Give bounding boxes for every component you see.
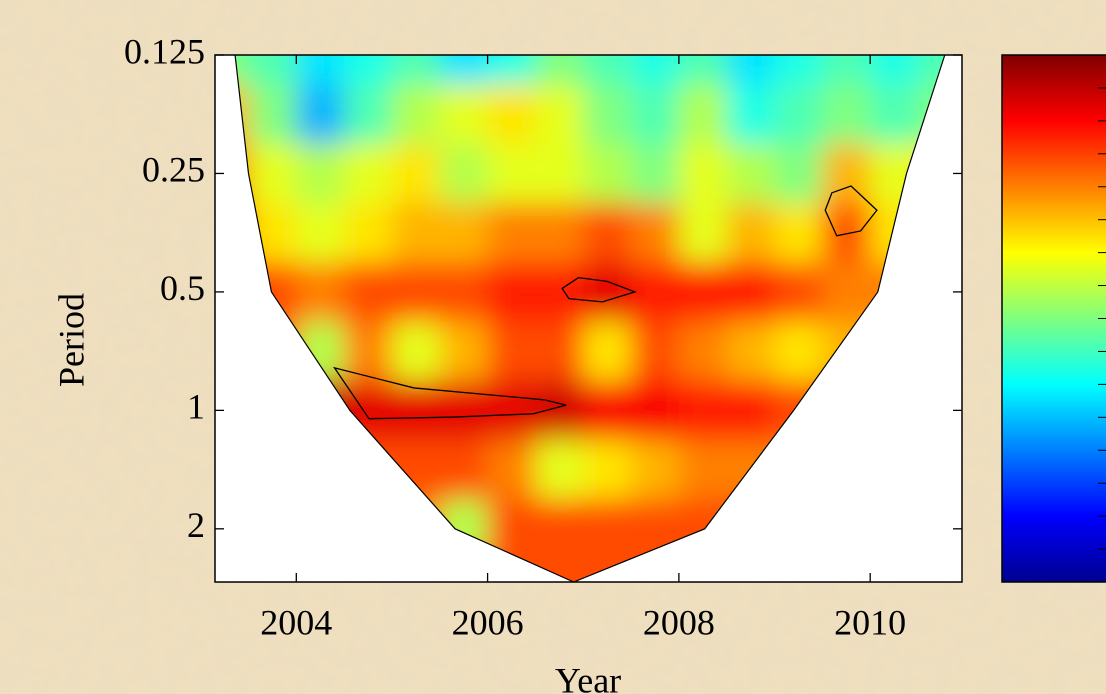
heat-cell	[296, 203, 345, 263]
y-axis-label: Period	[51, 293, 91, 387]
heat-cell	[392, 144, 441, 204]
heat-cell	[727, 262, 776, 322]
heat-cell	[775, 144, 824, 204]
x-tick-label: 2010	[834, 602, 906, 642]
heat-cell	[775, 322, 824, 382]
heat-cell	[344, 262, 393, 322]
heat-cell	[440, 262, 489, 322]
heat-cell	[679, 322, 728, 382]
heat-cell	[775, 203, 824, 263]
heat-cell	[488, 144, 537, 204]
heat-cell	[727, 381, 776, 441]
heat-cell	[440, 322, 489, 382]
heat-cell	[583, 144, 632, 204]
heat-cell	[296, 144, 345, 204]
heat-cell	[488, 381, 537, 441]
y-tick-label: 0.125	[124, 31, 205, 71]
heat-cell	[583, 203, 632, 263]
heat-cell	[440, 144, 489, 204]
y-tick-label: 1	[187, 387, 205, 427]
heat-cell	[296, 262, 345, 322]
heat-cell	[535, 85, 584, 145]
heat-cell	[631, 322, 680, 382]
heat-cell	[440, 440, 489, 500]
heat-cell	[583, 322, 632, 382]
heat-cell	[535, 440, 584, 500]
heat-cell	[631, 262, 680, 322]
heat-cell	[631, 203, 680, 263]
heat-cell	[488, 85, 537, 145]
heat-cell	[392, 85, 441, 145]
heat-cell	[440, 203, 489, 263]
heat-cell	[583, 262, 632, 322]
heat-cell	[392, 262, 441, 322]
heat-cell	[248, 85, 297, 145]
heat-cell	[631, 85, 680, 145]
heat-cell	[631, 381, 680, 441]
heat-cell	[775, 262, 824, 322]
heat-cell	[392, 322, 441, 382]
heat-cell	[679, 144, 728, 204]
page: Period Year 0.125 0.25 0.5 1 2 2004 2006 2008 20…	[0, 0, 1106, 694]
y-tick-label: 0.5	[160, 268, 205, 308]
heat-cell	[822, 144, 871, 204]
heat-cell	[727, 144, 776, 204]
heat-cell	[344, 203, 393, 263]
x-tick-label: 2006	[452, 602, 524, 642]
y-tick-label: 2	[187, 505, 205, 545]
heat-cell	[679, 85, 728, 145]
heat-cell	[248, 144, 297, 204]
heat-cell	[392, 203, 441, 263]
heat-cell	[822, 85, 871, 145]
heat-cell	[727, 322, 776, 382]
heat-cell	[631, 440, 680, 500]
heat-cell	[679, 440, 728, 500]
x-tick-label: 2008	[643, 602, 715, 642]
heat-cell	[344, 144, 393, 204]
heat-cell	[535, 322, 584, 382]
heat-cell	[535, 262, 584, 322]
heat-cell	[488, 203, 537, 263]
heat-cell	[535, 203, 584, 263]
heat-cell	[296, 85, 345, 145]
heat-cell	[535, 499, 584, 560]
chart: Period Year 0.125 0.25 0.5 1 2 2004 2006 2008 20…	[0, 0, 1106, 694]
heat-cell	[727, 85, 776, 145]
heat-cell	[488, 440, 537, 500]
heat-cell	[679, 262, 728, 322]
heat-cell	[583, 440, 632, 500]
heat-cell	[535, 144, 584, 204]
heat-cell	[344, 85, 393, 145]
heat-cell	[775, 85, 824, 145]
heat-cell	[488, 322, 537, 382]
x-axis-label: Year	[555, 660, 621, 694]
heat-cell	[631, 144, 680, 204]
heat-cell	[727, 203, 776, 263]
heat-cell	[440, 85, 489, 145]
heat-cell	[583, 85, 632, 145]
colorbar	[1002, 55, 1106, 582]
heat-cell	[679, 203, 728, 263]
heat-cell	[488, 262, 537, 322]
heat-cell	[583, 381, 632, 441]
heat-cell	[440, 381, 489, 441]
heat-cell	[583, 499, 632, 560]
heat-cell	[870, 85, 919, 145]
y-tick-label: 0.25	[142, 150, 205, 190]
heat-cell	[679, 381, 728, 441]
x-tick-label: 2004	[260, 602, 332, 642]
